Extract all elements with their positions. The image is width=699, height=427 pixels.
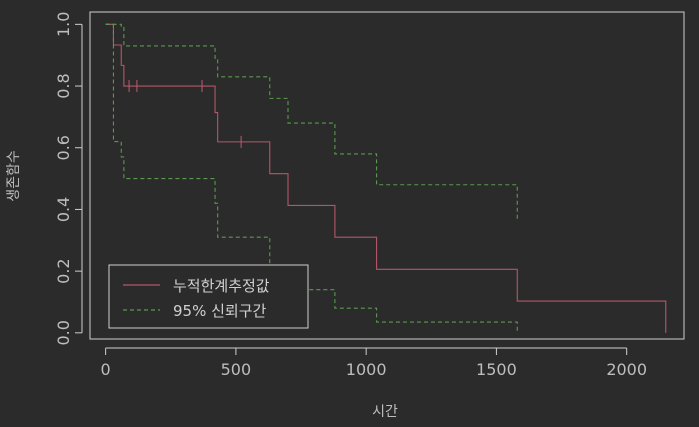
x-axis: 0 500 1000 1500 2000: [101, 347, 647, 379]
x-axis-title: 시간: [372, 404, 398, 420]
y-tick-label: 0.6: [54, 135, 73, 160]
legend-box: [108, 264, 309, 329]
legend: 누적한계추정값 95% 신뢰구간: [108, 264, 309, 329]
y-tick-label: 0.2: [54, 258, 73, 283]
x-tick-label: 2000: [606, 360, 647, 379]
y-tick-label: 0.8: [54, 73, 73, 98]
plot-frame: [89, 11, 685, 340]
y-axis: 0.0 0.2 0.4 0.6 0.8 1.0: [54, 12, 83, 346]
y-tick-label: 0.4: [54, 197, 73, 222]
ci-lower-line: [105, 23, 518, 333]
legend-label-estimate: 누적한계추정값: [173, 277, 270, 295]
x-tick-label: 0: [101, 360, 111, 379]
x-tick-label: 1500: [476, 360, 517, 379]
y-tick-label: 0.0: [54, 320, 73, 345]
x-tick-label: 1000: [346, 360, 387, 379]
curves-layer: [105, 23, 667, 333]
y-axis-title: 생존함수: [6, 150, 22, 202]
x-tick-label: 500: [221, 360, 252, 379]
legend-label-ci: 95% 신뢰구간: [173, 302, 267, 320]
survival-estimate-line: [105, 23, 667, 333]
ci-upper-line: [105, 23, 518, 219]
y-tick-label: 1.0: [54, 12, 73, 37]
